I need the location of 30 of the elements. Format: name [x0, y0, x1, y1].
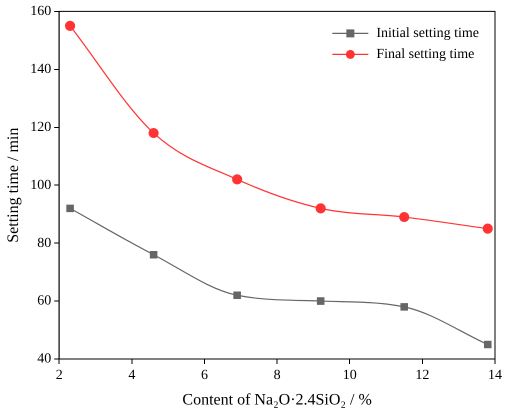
point — [233, 291, 241, 300]
point — [316, 297, 324, 305]
y-tick-label: 40 — [37, 352, 52, 367]
y-tick-label: 120 — [30, 120, 52, 135]
point — [400, 303, 408, 311]
y-tick-label: 80 — [37, 236, 52, 251]
x-axis-title: Content of Na₂O·2.4SiO₂ / % — [182, 392, 372, 409]
point — [148, 128, 159, 138]
y-axis-title: Setting time / min — [4, 128, 22, 243]
legend-label: Initial setting time — [376, 26, 480, 42]
point — [150, 250, 158, 258]
y-tick-label: 100 — [30, 178, 52, 193]
y-tick-label: 160 — [30, 4, 52, 20]
point — [316, 203, 326, 214]
x-tick-label: 6 — [200, 368, 208, 384]
x-tick-label: 10 — [342, 368, 357, 384]
x-tick-label: 4 — [128, 368, 136, 384]
point — [232, 174, 242, 185]
legend-label: Final setting time — [376, 47, 474, 62]
point — [484, 340, 492, 348]
x-tick-label: 8 — [274, 368, 281, 384]
x-tick-label: 2 — [56, 368, 63, 384]
y-tick-label: 60 — [37, 294, 52, 309]
point — [66, 204, 74, 212]
point — [64, 20, 76, 31]
point — [399, 212, 410, 222]
x-tick-label: 12 — [415, 368, 430, 384]
y-tick-label: 140 — [30, 62, 52, 78]
point — [482, 224, 493, 234]
x-tick-label: 14 — [488, 368, 502, 384]
